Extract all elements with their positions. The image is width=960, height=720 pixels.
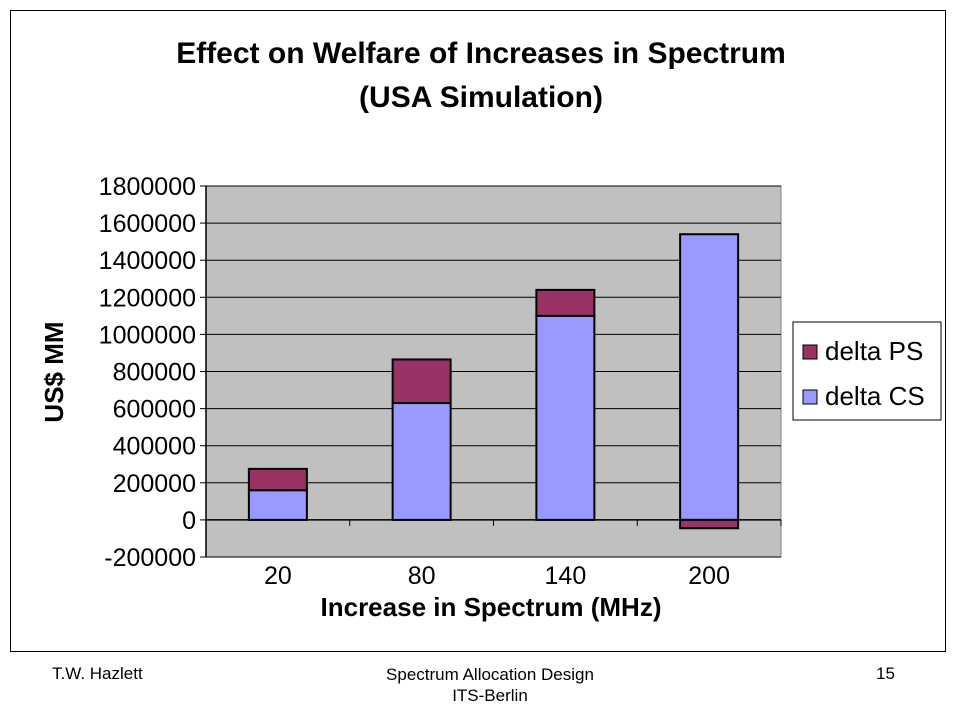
y-tick-label: 1600000	[99, 210, 196, 238]
x-axis-title: Increase in Spectrum (MHz)	[321, 592, 662, 622]
y-tick-label: 200000	[113, 470, 196, 498]
bar-delta-cs	[535, 314, 596, 521]
y-tick-label: 0	[182, 507, 196, 535]
legend-box	[792, 321, 942, 421]
footer-title: Spectrum Allocation Design	[386, 665, 594, 684]
footer-venue: ITS-Berlin	[452, 686, 528, 705]
y-tick-label: 1800000	[99, 173, 196, 201]
y-tick-label: 400000	[113, 433, 196, 461]
y-tick-label: -200000	[104, 544, 196, 572]
bar-delta-cs	[391, 402, 452, 521]
bar-delta-ps	[679, 518, 740, 530]
x-tick-label: 80	[408, 562, 436, 590]
axes: 1800000 1600000 1400000 1200000 1000000 80000…	[99, 173, 782, 590]
y-tick-label: 600000	[113, 396, 196, 424]
legend-swatch	[802, 344, 818, 360]
x-tick-label: 200	[688, 562, 730, 590]
y-tick-label: 1400000	[99, 247, 196, 275]
x-tick-label: 20	[264, 562, 292, 590]
legend-label: delta PS	[825, 336, 923, 366]
chart-subtitle: (USA Simulation)	[359, 81, 603, 114]
legend: delta PS delta CS	[792, 321, 942, 421]
page-number: 15	[876, 664, 895, 683]
bar-delta-ps	[247, 467, 308, 492]
bar-delta-ps	[391, 358, 452, 405]
footer-author: T.W. Hazlett	[52, 664, 143, 683]
x-tick-label: 140	[545, 562, 587, 590]
bars	[247, 233, 740, 530]
legend-swatch	[802, 389, 818, 405]
bar-delta-ps	[535, 288, 596, 317]
chart-frame: Effect on Welfare of Increases in Spectr…	[10, 10, 946, 652]
y-tick-label: 800000	[113, 359, 196, 387]
bar-chart: Effect on Welfare of Increases in Spectr…	[39, 37, 942, 622]
y-tick-label: 1000000	[99, 321, 196, 349]
y-axis-title: US$ MM	[39, 321, 69, 422]
bar-delta-cs	[247, 489, 308, 521]
bar-delta-cs	[679, 233, 740, 521]
footer-center: Spectrum Allocation Design ITS-Berlin	[300, 664, 680, 706]
legend-label: delta CS	[825, 381, 925, 411]
y-tick-label: 1200000	[99, 284, 196, 312]
chart-title: Effect on Welfare of Increases in Spectr…	[176, 37, 786, 70]
